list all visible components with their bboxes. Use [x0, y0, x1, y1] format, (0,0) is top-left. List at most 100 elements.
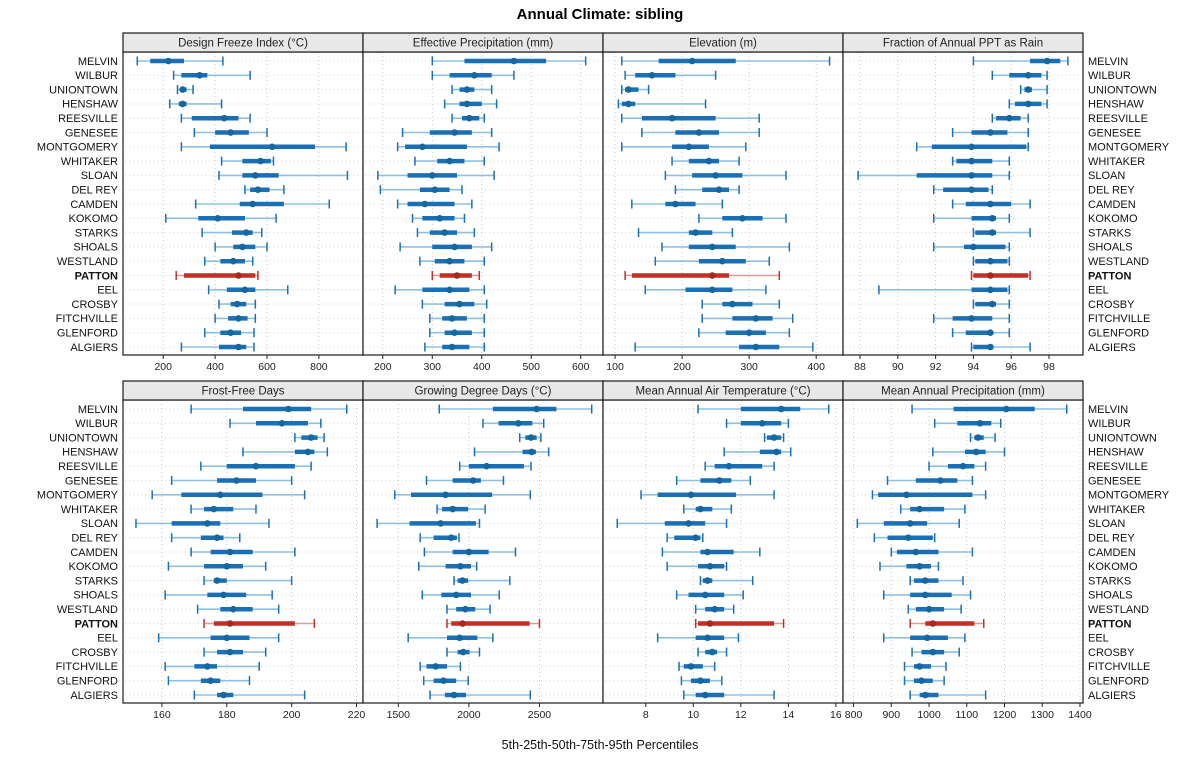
- percentile-series-uniontown: [621, 85, 650, 95]
- median-dot: [453, 272, 461, 279]
- median-dot: [449, 505, 456, 513]
- median-dot: [447, 534, 455, 541]
- median-dot: [210, 505, 218, 513]
- percentile-series-melvin: [438, 404, 593, 414]
- median-dot: [459, 648, 467, 656]
- axis-tick-label: 10: [687, 709, 699, 721]
- percentile-series-reesville: [704, 461, 775, 471]
- percentile-series-eel: [878, 285, 1011, 295]
- percentile-series-algiers: [683, 690, 775, 700]
- percentile-series-eel: [207, 285, 289, 295]
- station-label-right: HENSHAW: [1088, 447, 1144, 459]
- median-dot: [987, 329, 994, 337]
- station-label-left: SLOAN: [81, 518, 118, 530]
- percentile-series-eel: [394, 285, 485, 295]
- axis-tick-label: 1400: [1068, 709, 1092, 721]
- percentile-series-montgomery: [151, 490, 306, 500]
- median-dot: [239, 243, 246, 251]
- station-label-right: FITCHVILLE: [1088, 313, 1150, 325]
- station-label-right: WHITAKER: [1088, 156, 1145, 168]
- station-label-left: UNIONTOWN: [49, 84, 118, 96]
- percentile-series-kokomo: [165, 213, 277, 223]
- percentile-series-whitaker: [220, 156, 275, 166]
- panel-header-label: Fraction of Annual PPT as Rain: [883, 38, 1043, 50]
- median-dot: [773, 448, 780, 456]
- median-dot: [257, 157, 264, 165]
- median-dot: [968, 186, 975, 193]
- percentile-series-crosby: [972, 299, 1011, 309]
- percentile-series-glenford: [903, 676, 945, 686]
- panel-header-label: Frost-Free Days: [201, 386, 284, 398]
- percentile-series-algiers: [193, 690, 306, 700]
- median-dot: [459, 620, 466, 627]
- percentile-series-del-rey: [666, 533, 704, 543]
- percentile-series-whitaker: [683, 504, 733, 514]
- percentile-series-westland: [446, 604, 491, 614]
- station-label-right: WILBUR: [1088, 70, 1131, 82]
- percentile-series-shoals: [883, 590, 972, 600]
- axis-tick-label: 1000: [917, 709, 941, 721]
- percentile-series-kokomo: [698, 213, 787, 223]
- panel-mean-annual-precipitation-mm-: 800 900 1000 1100 1200 1300 1400 Mean Annual Pr…: [842, 380, 1092, 721]
- median-dot: [527, 434, 535, 441]
- percentile-series-reesville: [458, 461, 532, 471]
- median-dot: [226, 620, 234, 627]
- percentile-series-patton: [970, 271, 1031, 280]
- station-label-left: DEL REY: [71, 533, 118, 545]
- median-dot: [752, 315, 760, 322]
- percentile-series-del-rey: [873, 533, 936, 543]
- median-dot: [241, 286, 249, 294]
- panel-elevation-m-: 100 200 300 400 Elevation (m): [602, 32, 844, 373]
- station-label-right: UNIONTOWN: [1088, 84, 1157, 96]
- station-label-right: ALGIERS: [1088, 342, 1136, 354]
- axis-tick-label: 1300: [1031, 709, 1055, 721]
- percentile-series-henshaw: [617, 99, 707, 109]
- station-label-right: ALGIERS: [1088, 690, 1136, 702]
- median-dot: [968, 143, 975, 151]
- median-dot: [227, 129, 234, 136]
- median-dot: [441, 229, 448, 236]
- panel-header-label: Mean Annual Precipitation (mm): [881, 386, 1045, 398]
- percentile-series-fitchville: [932, 313, 1011, 323]
- median-dot: [752, 343, 760, 351]
- axis-tick-label: 8: [643, 709, 649, 721]
- axis-tick-label: 1100: [955, 709, 978, 721]
- median-dot: [987, 286, 994, 294]
- percentile-series-camden: [951, 199, 1031, 209]
- median-dot: [220, 691, 227, 699]
- percentile-series-sloan: [135, 518, 270, 528]
- median-dot: [1024, 72, 1032, 79]
- percentile-series-shoals: [661, 242, 791, 252]
- axis-tick-label: 200: [374, 361, 392, 373]
- percentile-series-patton: [446, 619, 541, 628]
- median-dot: [968, 172, 975, 179]
- station-label-right: REESVILLE: [1088, 113, 1148, 125]
- median-dot: [214, 215, 222, 222]
- median-dot: [528, 448, 536, 456]
- percentile-series-westland: [972, 256, 1011, 266]
- median-dot: [436, 215, 444, 222]
- percentile-series-patton: [909, 619, 985, 628]
- axis-tick-label: 1500: [387, 709, 411, 721]
- median-dot: [179, 86, 186, 93]
- percentile-series-eel: [883, 633, 966, 643]
- median-dot: [223, 634, 231, 642]
- panel-header-label: Mean Annual Air Temperature (°C): [635, 386, 810, 398]
- median-dot: [204, 663, 211, 670]
- median-dot: [916, 563, 923, 570]
- panel-header: [842, 32, 1084, 53]
- axis-tick-label: 96: [1005, 361, 1017, 373]
- median-dot: [988, 215, 996, 222]
- median-dot: [972, 448, 980, 456]
- median-dot: [712, 172, 719, 179]
- median-dot: [1003, 405, 1010, 413]
- percentile-series-wilbur: [229, 418, 322, 428]
- station-label-right: GLENFORD: [1088, 328, 1149, 340]
- percentile-series-glenford: [203, 328, 255, 338]
- median-dot: [904, 534, 912, 541]
- station-label-left: FITCHVILLE: [56, 661, 118, 673]
- median-dot: [725, 462, 733, 470]
- percentile-series-starks: [637, 228, 734, 238]
- median-dot: [925, 605, 933, 613]
- station-label-left: PATTON: [75, 618, 118, 630]
